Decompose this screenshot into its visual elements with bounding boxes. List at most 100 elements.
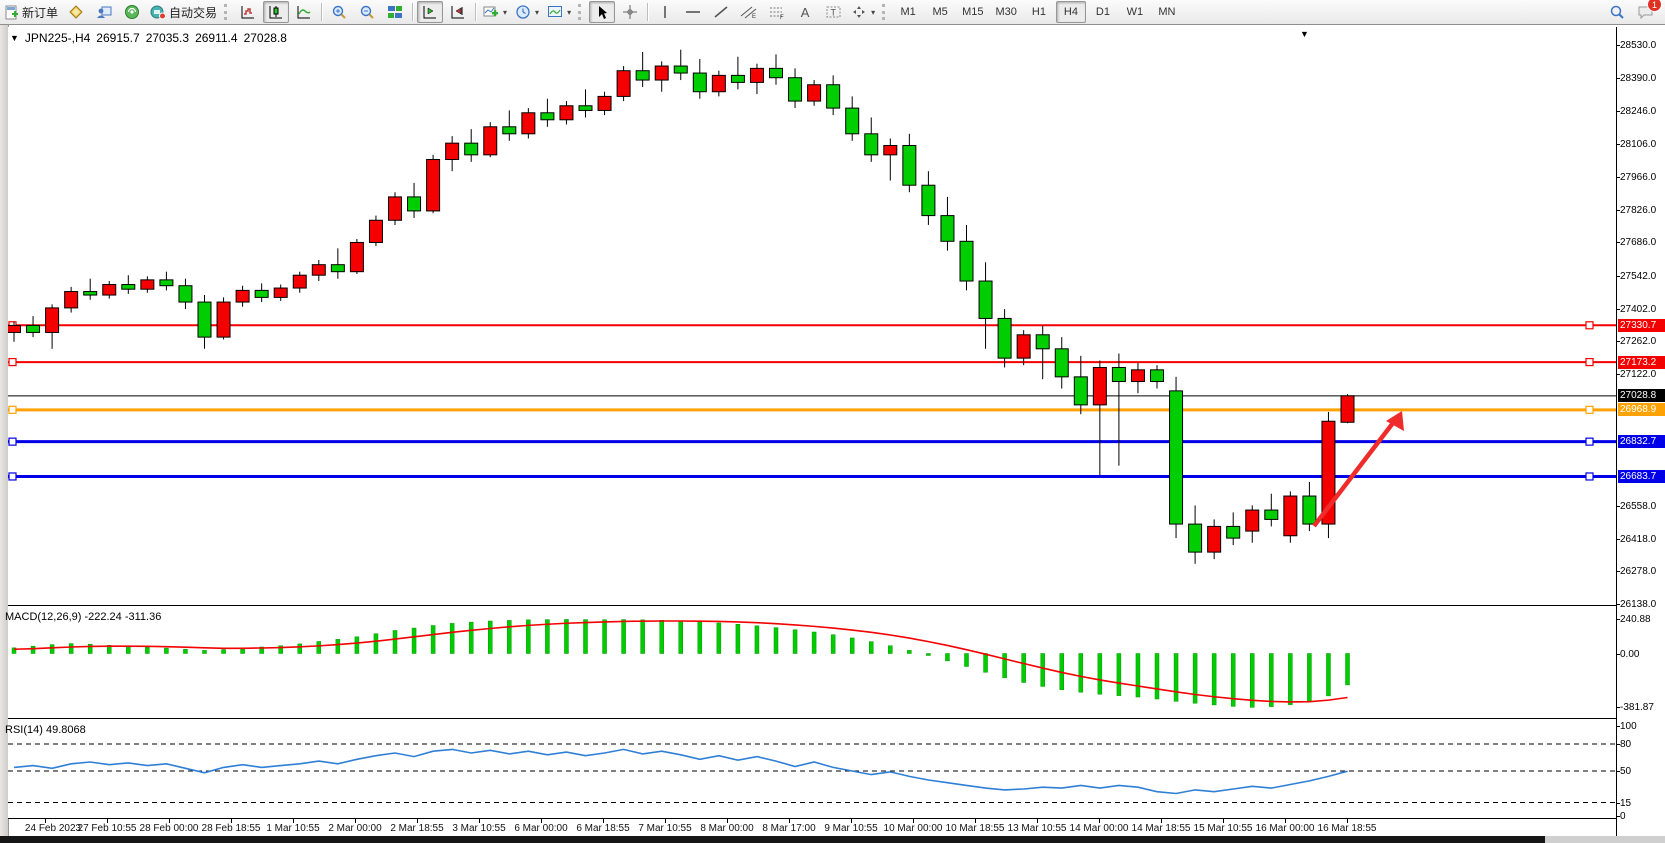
hline-handle-right[interactable] [1585, 405, 1594, 414]
text-tool-button[interactable]: A [792, 1, 818, 23]
candle [826, 84, 841, 109]
horizontal-line-icon [686, 11, 701, 13]
text-label-button[interactable]: T [820, 1, 846, 23]
auto-trading-button[interactable]: 自动交易 [147, 1, 220, 23]
macd-plot[interactable] [8, 608, 1616, 719]
indicators-button[interactable]: ▾ [480, 1, 510, 23]
candle [1016, 334, 1031, 359]
macd-bar [183, 649, 188, 654]
hline-handle-left[interactable] [8, 472, 17, 481]
trend-arrow-annotation[interactable] [1312, 411, 1404, 528]
hline-handle-left[interactable] [8, 405, 17, 414]
chart-shift-marker[interactable]: ▼ [1300, 29, 1309, 39]
candle [1207, 525, 1222, 553]
search-button[interactable] [1604, 1, 1630, 23]
auto-trading-icon [150, 5, 167, 20]
tile-windows-icon [388, 6, 403, 18]
panel-divider[interactable] [8, 719, 1616, 721]
timeframe-H4[interactable]: H4 [1055, 1, 1086, 23]
hline-handle-right[interactable] [1585, 357, 1594, 367]
candle [1169, 390, 1184, 525]
macd-bar [907, 650, 912, 654]
price-chart-plot[interactable] [8, 27, 1616, 606]
candle [578, 105, 593, 111]
timeframe-M15[interactable]: M15 [962, 6, 984, 18]
candle [807, 84, 822, 102]
new-order-button[interactable]: 新订单 [1, 1, 61, 23]
hline-handle-right[interactable] [1585, 472, 1594, 481]
time-tick-label: 28 Feb 18:55 [201, 823, 261, 834]
equidistant-channel-button[interactable]: E [736, 1, 762, 23]
macd-bar [1307, 653, 1312, 702]
candle [330, 264, 345, 273]
periods-button[interactable]: ▾ [512, 1, 542, 23]
timeframe-W1[interactable]: W1 [1126, 6, 1144, 18]
time-tick [975, 819, 976, 823]
zoom-in-button[interactable] [326, 1, 352, 23]
macd-bar [30, 645, 36, 654]
templates-button[interactable]: ▾ [544, 1, 574, 23]
vertical-line-button[interactable] [652, 1, 678, 23]
tile-windows-button[interactable] [382, 1, 408, 23]
terminal-button[interactable] [91, 1, 117, 23]
chart-title: ▼ JPN225-,H4 26915.7 27035.3 26911.4 270… [10, 31, 287, 45]
timeframe-D1[interactable]: D1 [1095, 6, 1110, 18]
candle [235, 289, 250, 303]
candle [845, 107, 860, 135]
line-chart-button[interactable] [291, 1, 317, 23]
panel-divider[interactable] [8, 606, 1616, 608]
fibonacci-button[interactable]: F [764, 1, 790, 23]
price-axis[interactable]: 28530.0 28390.0 28246.0 28106.0 27966.0 27826… [1616, 27, 1665, 839]
trendline-button[interactable] [708, 1, 734, 23]
macd-bar [202, 650, 207, 654]
time-tick [355, 819, 356, 823]
timeframe-M1[interactable]: M1 [900, 6, 916, 18]
candle [997, 317, 1012, 359]
time-tick-label: 14 Mar 18:55 [1131, 823, 1191, 834]
rsi-plot[interactable] [8, 721, 1616, 819]
timeframe-H1[interactable]: H1 [1031, 6, 1046, 18]
time-tick-label: 3 Mar 10:55 [452, 823, 506, 834]
arrows-tool-button[interactable]: ▾ [848, 1, 878, 23]
candlestick-chart-button[interactable] [263, 1, 290, 23]
hline-handle-left[interactable] [8, 437, 17, 446]
horizontal-line-button[interactable] [680, 1, 706, 23]
price-tick-label: 27262.0 [1616, 336, 1656, 347]
candle [711, 74, 726, 93]
candle [921, 184, 936, 217]
zoom-in-icon [332, 5, 346, 19]
auto-scroll-button[interactable] [417, 1, 444, 23]
price-tick-label: 27826.0 [1616, 205, 1656, 216]
timeframe-M5[interactable]: M5 [932, 6, 948, 18]
zoom-out-button[interactable] [354, 1, 380, 23]
collapse-chart-icon[interactable]: ▼ [10, 33, 19, 43]
time-tick-label: 8 Mar 17:00 [762, 823, 816, 834]
hline-handle-left[interactable] [8, 357, 17, 367]
time-tick [727, 819, 728, 823]
chart-symbol-period: JPN225-,H4 [24, 31, 91, 45]
cursor-button[interactable] [589, 1, 616, 23]
hline-handle-right[interactable] [1585, 437, 1594, 446]
metaeditor-button[interactable] [63, 1, 89, 23]
time-tick-label: 15 Mar 10:55 [1193, 823, 1253, 834]
time-tick [107, 819, 108, 823]
rsi-tick-label: 80 [1616, 739, 1631, 750]
toolbar-grip [882, 4, 889, 20]
time-axis[interactable]: 24 Feb 2023 27 Feb 10:55 28 Feb 00:00 28 Fe… [8, 819, 1616, 839]
macd-bar [926, 653, 931, 656]
hline-handle-right[interactable] [1585, 321, 1594, 330]
candle [1226, 525, 1241, 539]
macd-bar [1345, 653, 1350, 686]
crosshair-button[interactable] [617, 1, 643, 23]
bar-chart-button[interactable] [235, 1, 261, 23]
time-tick [1037, 819, 1038, 823]
notifications-button[interactable]: 1 [1632, 0, 1662, 23]
macd-bar [545, 619, 550, 654]
candle [978, 280, 993, 319]
signals-button[interactable] [119, 1, 145, 23]
svg-text:F: F [780, 15, 784, 20]
chart-shift-button[interactable] [445, 1, 471, 23]
timeframe-M30[interactable]: M30 [995, 6, 1017, 18]
price-tick-label: 26138.0 [1616, 599, 1656, 610]
timeframe-MN[interactable]: MN [1158, 6, 1176, 18]
